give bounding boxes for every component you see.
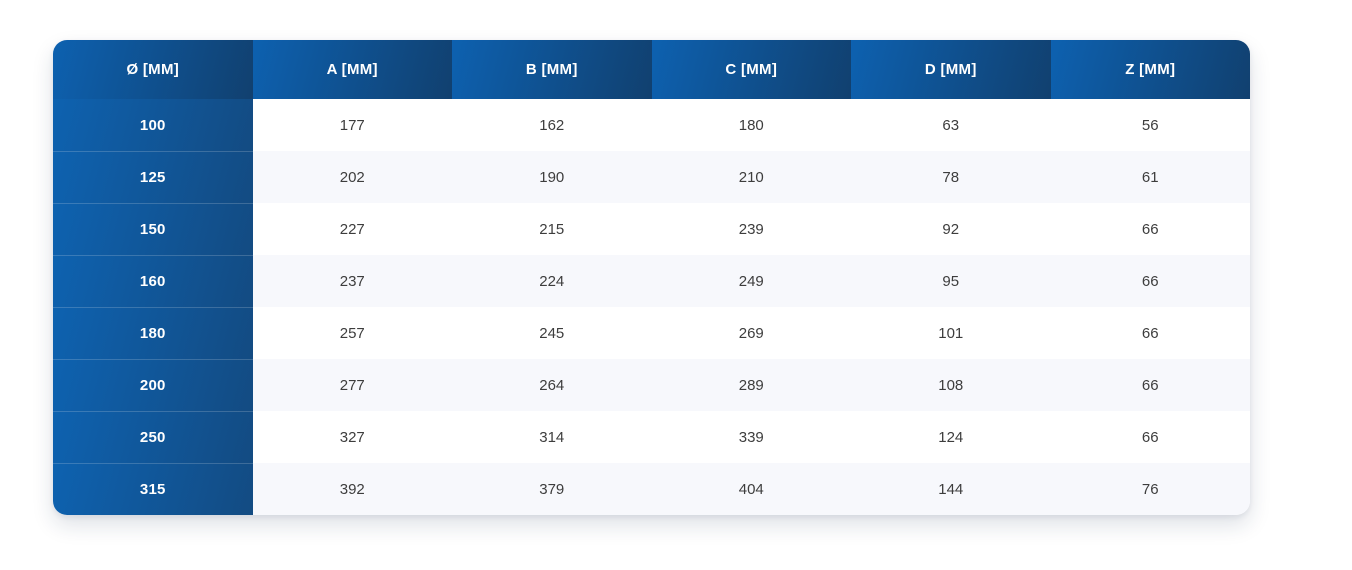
table-cell: 162 — [452, 99, 652, 151]
row-header-diameter: 315 — [53, 463, 253, 515]
table-cell: 277 — [252, 359, 452, 411]
table-header-row: Ø [MM] A [MM] B [MM] C [MM] D [MM] Z [MM… — [53, 40, 1250, 99]
column-header-d: D [MM] — [851, 40, 1051, 99]
table-cell: 95 — [851, 255, 1051, 307]
table-cell: 190 — [452, 151, 652, 203]
table-cell: 66 — [1050, 359, 1250, 411]
table-cell: 215 — [452, 203, 652, 255]
table-cell: 249 — [651, 255, 851, 307]
table-cell: 210 — [651, 151, 851, 203]
table-cell: 56 — [1050, 99, 1250, 151]
table-row: 200 277 264 289 108 66 — [53, 359, 1250, 411]
table-row: 125 202 190 210 78 61 — [53, 151, 1250, 203]
table-row: 250 327 314 339 124 66 — [53, 411, 1250, 463]
table-cell: 289 — [651, 359, 851, 411]
table-row: 180 257 245 269 101 66 — [53, 307, 1250, 359]
table-cell: 66 — [1050, 411, 1250, 463]
dimensions-table: Ø [MM] A [MM] B [MM] C [MM] D [MM] Z [MM… — [53, 40, 1250, 515]
table-cell: 245 — [452, 307, 652, 359]
row-header-diameter: 150 — [53, 203, 253, 255]
table-cell: 392 — [252, 463, 452, 515]
row-header-diameter: 160 — [53, 255, 253, 307]
table-cell: 237 — [252, 255, 452, 307]
table-row: 100 177 162 180 63 56 — [53, 99, 1250, 151]
table-cell: 269 — [651, 307, 851, 359]
row-header-diameter: 200 — [53, 359, 253, 411]
row-header-diameter: 125 — [53, 151, 253, 203]
table-body: 100 177 162 180 63 56 125 202 190 210 78 61 150 227 21… — [53, 99, 1250, 515]
table-cell: 124 — [851, 411, 1051, 463]
column-header-a: A [MM] — [252, 40, 452, 99]
table-row: 160 237 224 249 95 66 — [53, 255, 1250, 307]
table-cell: 66 — [1050, 255, 1250, 307]
row-header-diameter: 250 — [53, 411, 253, 463]
column-header-b: B [MM] — [452, 40, 652, 99]
table-cell: 264 — [452, 359, 652, 411]
table-cell: 327 — [252, 411, 452, 463]
table-cell: 144 — [851, 463, 1051, 515]
table-cell: 339 — [651, 411, 851, 463]
table-cell: 78 — [851, 151, 1051, 203]
table-cell: 379 — [452, 463, 652, 515]
table-row: 150 227 215 239 92 66 — [53, 203, 1250, 255]
row-header-diameter: 180 — [53, 307, 253, 359]
column-header-c: C [MM] — [651, 40, 851, 99]
column-header-z: Z [MM] — [1050, 40, 1250, 99]
table-cell: 108 — [851, 359, 1051, 411]
table-cell: 66 — [1050, 203, 1250, 255]
column-header-diameter: Ø [MM] — [53, 40, 253, 99]
table-cell: 61 — [1050, 151, 1250, 203]
table-cell: 180 — [651, 99, 851, 151]
table-cell: 177 — [252, 99, 452, 151]
table-cell: 227 — [252, 203, 452, 255]
table-cell: 63 — [851, 99, 1051, 151]
table-cell: 202 — [252, 151, 452, 203]
table-cell: 224 — [452, 255, 652, 307]
table-cell: 404 — [651, 463, 851, 515]
table-cell: 314 — [452, 411, 652, 463]
table-cell: 92 — [851, 203, 1051, 255]
table-cell: 101 — [851, 307, 1051, 359]
table-row: 315 392 379 404 144 76 — [53, 463, 1250, 515]
table-cell: 66 — [1050, 307, 1250, 359]
row-header-diameter: 100 — [53, 99, 253, 151]
table-cell: 76 — [1050, 463, 1250, 515]
table-cell: 257 — [252, 307, 452, 359]
table-cell: 239 — [651, 203, 851, 255]
